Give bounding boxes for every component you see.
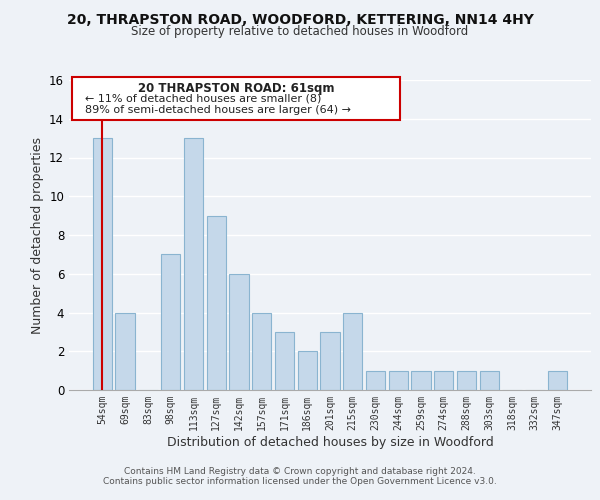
Bar <box>366 370 385 390</box>
Bar <box>412 370 431 390</box>
Bar <box>161 254 181 390</box>
Text: Contains public sector information licensed under the Open Government Licence v3: Contains public sector information licen… <box>103 477 497 486</box>
Bar <box>298 351 317 390</box>
Bar <box>548 370 567 390</box>
Bar <box>457 370 476 390</box>
Bar <box>252 312 271 390</box>
Text: 89% of semi-detached houses are larger (64) →: 89% of semi-detached houses are larger (… <box>85 105 350 115</box>
Bar <box>184 138 203 390</box>
Text: Size of property relative to detached houses in Woodford: Size of property relative to detached ho… <box>131 25 469 38</box>
Bar <box>229 274 248 390</box>
Text: ← 11% of detached houses are smaller (8): ← 11% of detached houses are smaller (8) <box>85 94 321 104</box>
Text: 20, THRAPSTON ROAD, WOODFORD, KETTERING, NN14 4HY: 20, THRAPSTON ROAD, WOODFORD, KETTERING,… <box>67 12 533 26</box>
Text: 20 THRAPSTON ROAD: 61sqm: 20 THRAPSTON ROAD: 61sqm <box>138 82 334 95</box>
Text: Contains HM Land Registry data © Crown copyright and database right 2024.: Contains HM Land Registry data © Crown c… <box>124 467 476 476</box>
Bar <box>115 312 135 390</box>
Bar <box>275 332 294 390</box>
Bar <box>93 138 112 390</box>
Bar <box>434 370 454 390</box>
Bar <box>320 332 340 390</box>
Bar <box>389 370 408 390</box>
FancyBboxPatch shape <box>71 77 400 120</box>
Y-axis label: Number of detached properties: Number of detached properties <box>31 136 44 334</box>
Bar <box>343 312 362 390</box>
X-axis label: Distribution of detached houses by size in Woodford: Distribution of detached houses by size … <box>167 436 493 448</box>
Bar <box>479 370 499 390</box>
Bar <box>206 216 226 390</box>
